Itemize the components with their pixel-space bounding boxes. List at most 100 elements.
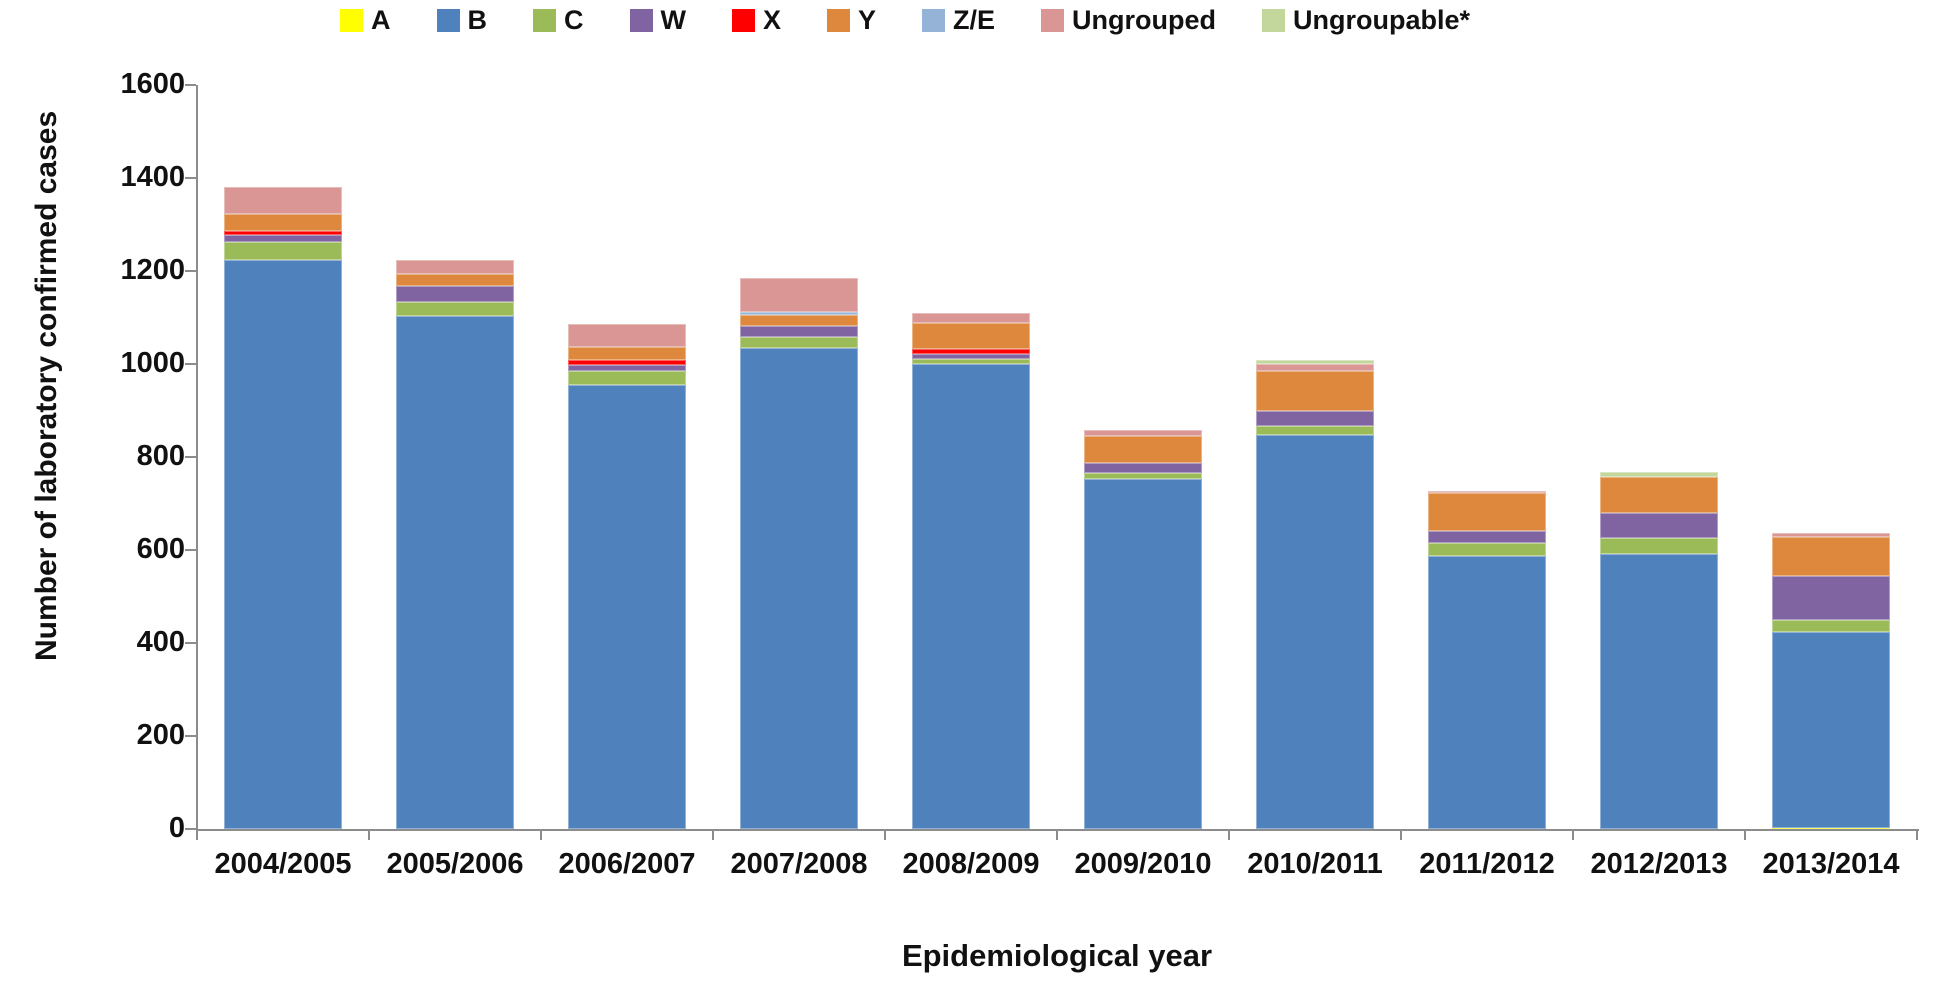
legend-label: B [467,4,488,35]
bar-2009-2010 [1084,430,1202,829]
bar-segment-w [1600,512,1718,538]
x-tick-label-2005-2006: 2005/2006 [386,848,524,880]
y-axis-tick [185,270,196,272]
bar-segment-c [1084,472,1202,479]
bar-segment-w [396,285,514,303]
bar-segment-ungrouped [568,324,686,347]
x-axis-tick [1056,831,1058,840]
bar-segment-ungrouped [912,312,1030,324]
bar-segment-c [1256,425,1374,436]
bar-segment-y [1256,371,1374,411]
y-axis-tick [185,363,196,365]
x-tick-label-2010-2011: 2010/2011 [1247,848,1383,880]
legend-swatch-icon [1262,8,1286,32]
y-tick-label: 200 [136,719,185,751]
legend-label: Ungroupable* [1293,4,1471,35]
y-tick-label: 800 [136,440,185,472]
legend-swatch-icon [629,8,653,32]
x-tick-label-2008-2009: 2008/2009 [902,848,1040,880]
bar-segment-ungrouped [396,259,514,274]
bar-segment-c [1428,543,1546,557]
bar-segment-b [396,316,514,829]
legend-label: Y [858,4,877,35]
y-axis-tick [185,177,196,179]
legend-label: W [660,4,686,35]
bar-segment-b [1428,556,1546,829]
legend-item-a: A [340,5,391,36]
bar-segment-b [1772,631,1890,829]
x-axis-tick [1572,831,1574,840]
legend-swatch-icon [533,8,556,32]
legend-item-b: B [436,4,488,36]
x-tick-label-2004-2005: 2004/2005 [214,848,352,880]
bar-segment-x [912,349,1030,354]
y-axis-tick [185,84,196,86]
bar-segment-y [740,315,858,326]
x-axis-tick [540,831,542,840]
x-axis-tick [1400,831,1402,840]
legend-swatch-icon [1041,8,1065,32]
bar-segment-c [396,302,514,317]
bar-segment-b [912,364,1030,829]
legend-label: C [564,4,584,35]
bar-segment-b [740,348,858,829]
x-axis-tick [884,831,886,840]
legend-swatch-icon [827,8,850,32]
legend-item-w: W [629,4,686,36]
bar-segment-ungrouped [1772,532,1890,538]
bar-segment-w [568,364,686,371]
legend-label: Ungrouped [1072,4,1217,35]
legend-item-ungrouped: Ungrouped [1041,5,1216,36]
bar-segment-b [1256,435,1374,829]
x-axis-line [196,829,1919,831]
x-axis-tick [196,831,198,840]
x-axis-title: Epidemiological year [901,938,1213,973]
x-tick-label-2012-2013: 2012/2013 [1590,848,1728,880]
legend-item-y: Y [827,5,876,36]
bar-segment-c [740,337,858,349]
y-tick-label: 1200 [120,254,185,286]
bar-segment-x [568,359,686,365]
legend-label: A [371,4,391,35]
bar-segment-ungrouped [1256,364,1374,371]
bar-2007-2008 [740,277,858,829]
bar-segment-ungrouped [1428,490,1546,493]
legend-swatch-icon [922,8,946,32]
bar-segment-c [1772,620,1890,632]
x-axis-tick [1744,831,1746,840]
bar-segment-y [912,323,1030,350]
bar-segment-ungrouped [1084,430,1202,437]
bar-segment-c [912,358,1030,364]
x-tick-label-2006-2007: 2006/2007 [558,848,696,880]
bar-segment-ungrouped [224,186,342,214]
legend-item-c: C [533,5,584,36]
bar-segment-c [224,242,342,260]
bar-segment-y [224,213,342,232]
y-axis-tick [185,549,196,551]
bar-segment-z-e [740,312,858,316]
bar-segment-y [1772,537,1890,577]
x-tick-label-2011-2012: 2011/2012 [1419,848,1555,880]
bar-segment-w [1256,410,1374,426]
bar-segment-w [740,325,858,338]
bar-segment-ungroupable [1256,359,1374,365]
bar-segment-w [1084,463,1202,473]
bar-2011-2012 [1428,490,1546,829]
y-axis-tick [185,735,196,737]
bar-segment-y [1428,492,1546,531]
bar-segment-w [224,235,342,243]
x-tick-label-2007-2008: 2007/2008 [730,848,868,880]
y-axis-tick [185,456,196,458]
bar-segment-b [568,384,686,829]
bar-2005-2006 [396,259,514,829]
bar-segment-y [1600,477,1718,513]
legend-label: Z/E [953,4,996,35]
legend-item-x: X [731,5,781,36]
x-tick-label-2013-2014: 2013/2014 [1762,848,1900,880]
bar-2008-2009 [912,312,1030,829]
legend-item-ungroupable: Ungroupable* [1262,5,1470,36]
bar-segment-ungroupable [1600,471,1718,478]
y-tick-label: 600 [136,533,185,565]
y-tick-label: 1600 [120,68,185,100]
